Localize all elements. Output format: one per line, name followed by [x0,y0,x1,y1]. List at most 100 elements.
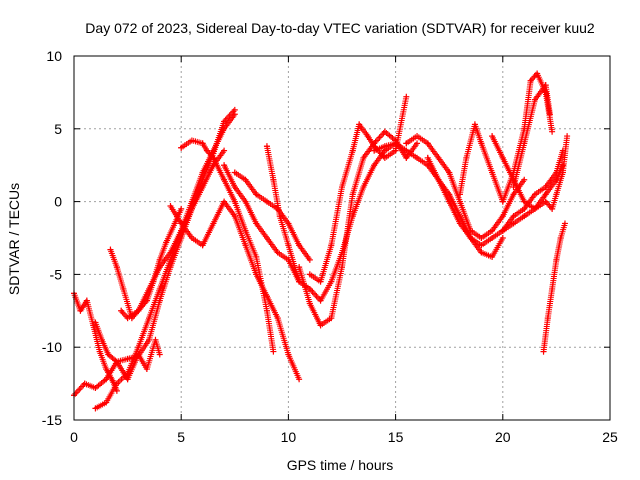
series-track-11 [263,140,399,304]
data-point [499,213,506,220]
data-point [156,351,163,358]
data-point [77,307,84,314]
data-point [392,140,399,147]
series-track-6 [118,147,228,322]
data-point [124,315,131,322]
data-point [328,278,335,285]
series-track-17 [456,70,556,205]
data-point [242,198,249,205]
series-track-21 [499,133,571,234]
data-point [171,220,178,227]
data-point [253,191,260,198]
data-point [471,121,478,128]
data-point [521,176,528,183]
data-point [521,140,528,147]
data-point [103,399,110,406]
data-point [510,213,517,220]
data-point [231,198,238,205]
data-point [103,376,110,383]
data-point [403,154,410,161]
data-point [135,344,142,351]
data-point [561,220,568,227]
data-point [546,111,553,118]
data-point [489,227,496,234]
data-point [188,137,195,144]
data-point [339,184,345,191]
data-point [306,300,313,307]
data-point [557,235,564,241]
data-point [199,140,206,147]
data-point [113,358,120,365]
data-point [478,249,485,256]
data-point [549,285,556,292]
marker-trace [263,141,397,304]
data-point [559,169,566,176]
data-point [199,169,206,176]
series-track-19 [510,82,553,191]
data-point [231,213,238,220]
x-tick-label: 10 [281,429,297,445]
data-point [356,121,363,128]
series-track-20 [540,220,568,355]
data-point [113,380,120,387]
data-point [270,176,277,183]
data-point [96,348,103,355]
x-tick-label: 5 [177,429,185,445]
data-point [463,154,470,161]
series-track-12 [296,128,421,329]
y-tick-label: 0 [54,194,62,210]
data-point [489,133,496,140]
data-marks [71,70,571,412]
data-point [414,133,421,140]
data-point [274,249,281,256]
data-point [221,176,228,183]
data-point [467,227,474,234]
data-point [540,348,547,355]
series-track-9 [221,162,303,285]
data-point [478,235,485,241]
x-tick-label: 25 [602,429,618,445]
x-axis-label: GPS time / hours [287,457,394,473]
data-point [360,184,367,191]
series-track-4 [92,319,163,383]
data-point [263,198,270,205]
data-point [542,89,549,96]
data-point [178,205,185,212]
data-point [553,176,560,183]
data-point [381,128,388,135]
y-tick-label: -10 [42,339,62,355]
data-point [231,184,238,191]
data-point [274,315,281,322]
data-point [163,239,170,246]
data-point [392,147,399,154]
data-point [349,191,356,198]
data-point [542,82,549,89]
data-point [456,198,463,205]
data-point [499,154,506,161]
data-point [167,249,174,256]
series-track-2 [71,290,120,394]
data-point [103,366,110,373]
x-tick-label: 15 [388,429,404,445]
data-point [317,297,324,304]
data-point [156,256,163,263]
data-point [456,220,463,227]
plot-frame [73,55,611,421]
marker-trace [71,290,120,393]
data-point [349,147,356,154]
data-point [446,169,453,176]
data-point [263,143,270,150]
data-point [360,154,367,161]
series-track-8 [178,137,277,355]
data-point [296,376,303,383]
data-point [285,220,292,227]
data-point [124,355,131,362]
data-point [521,213,528,220]
data-point [135,307,142,314]
data-point [178,144,185,151]
data-point [83,297,90,304]
chart-title: Day 072 of 2023, Sidereal Day-to-day VTE… [85,20,595,36]
data-point [118,307,125,314]
data-point [381,154,388,161]
